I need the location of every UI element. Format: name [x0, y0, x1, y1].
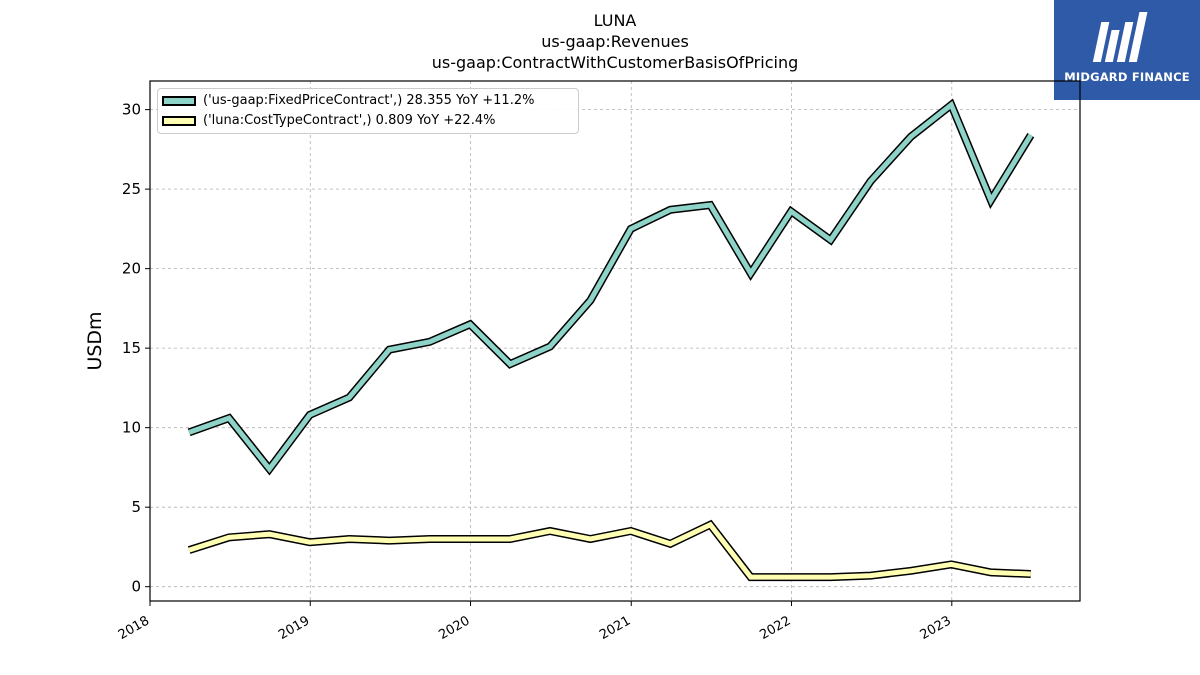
- plot-frame: [149, 80, 1081, 602]
- x-tick-label: 2020: [436, 613, 472, 643]
- y-tick-label: 30: [122, 101, 141, 119]
- x-tick-label: 2018: [116, 613, 152, 643]
- brand-logo: MIDGARD FINANCE: [1054, 0, 1200, 100]
- x-tick-label: 2022: [757, 613, 793, 643]
- y-tick-label: 0: [131, 578, 141, 596]
- legend-label-cost-type: ('luna:CostTypeContract',) 0.809 YoY +22…: [203, 113, 496, 128]
- legend-swatch-cost-type: [162, 116, 196, 126]
- y-tick-label: 20: [122, 260, 141, 278]
- series-layer: [187, 98, 1035, 582]
- y-tick-label: 5: [131, 498, 141, 516]
- title-dimension: us-gaap:ContractWithCustomerBasisOfPrici…: [431, 53, 799, 72]
- tick-layer: 0 5 10 15 20 25 30 2018 2019 2020 2021 2022 2023: [116, 101, 954, 643]
- series-line-1: [188, 521, 1031, 580]
- title-metric: us-gaap:Revenues: [541, 32, 689, 51]
- legend-swatch-fixed-price: [162, 96, 196, 106]
- brand-name: MIDGARD FINANCE: [1064, 70, 1190, 84]
- x-tick-label: 2019: [276, 613, 312, 643]
- brand-mark-icon: [1092, 12, 1148, 62]
- series-line-0: [188, 100, 1033, 474]
- chart-title: LUNA us-gaap:Revenues us-gaap:ContractWi…: [150, 10, 1080, 73]
- y-tick-label: 25: [122, 180, 141, 198]
- x-tick-label: 2023: [918, 613, 954, 643]
- grid-layer: [149, 81, 1080, 601]
- y-axis-label: USDm: [84, 311, 106, 371]
- y-tick-label: 15: [122, 339, 141, 357]
- legend: ('us-gaap:FixedPriceContract',) 28.355 Y…: [157, 88, 579, 134]
- x-tick-label: 2021: [597, 613, 633, 643]
- legend-label-fixed-price: ('us-gaap:FixedPriceContract',) 28.355 Y…: [203, 93, 535, 108]
- title-ticker: LUNA: [593, 11, 637, 30]
- y-tick-label: 10: [122, 419, 141, 437]
